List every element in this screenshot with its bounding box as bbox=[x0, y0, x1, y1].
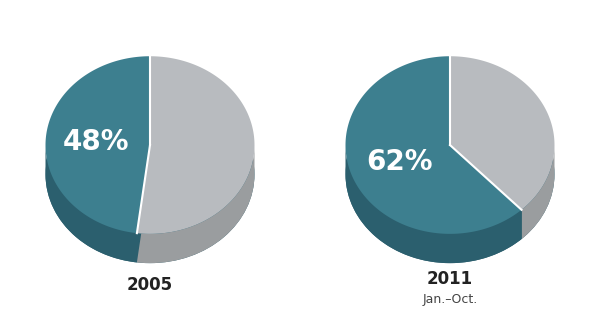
Text: Jan.–Oct.: Jan.–Oct. bbox=[422, 293, 478, 306]
Polygon shape bbox=[46, 145, 137, 262]
Polygon shape bbox=[450, 56, 554, 210]
Polygon shape bbox=[46, 56, 150, 233]
Text: 48%: 48% bbox=[62, 128, 129, 156]
Polygon shape bbox=[346, 145, 521, 263]
Polygon shape bbox=[346, 56, 521, 234]
Polygon shape bbox=[450, 145, 521, 239]
Ellipse shape bbox=[346, 86, 554, 263]
Polygon shape bbox=[137, 145, 150, 262]
Ellipse shape bbox=[46, 86, 254, 263]
Polygon shape bbox=[137, 56, 254, 234]
Polygon shape bbox=[521, 145, 554, 239]
Polygon shape bbox=[137, 145, 254, 263]
Text: 62%: 62% bbox=[366, 148, 433, 176]
Text: 2011: 2011 bbox=[427, 270, 473, 288]
Text: 2005: 2005 bbox=[127, 276, 173, 294]
